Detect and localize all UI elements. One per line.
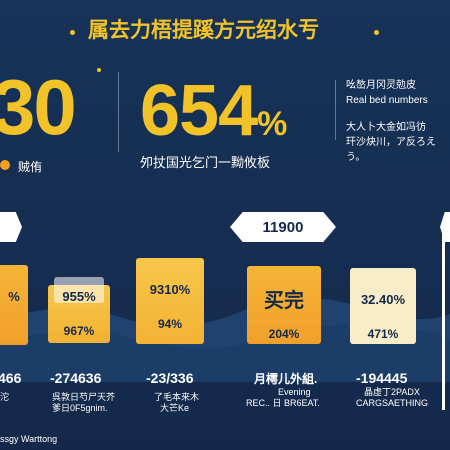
card-percent: 955%	[62, 289, 96, 304]
card-highlight	[54, 277, 104, 303]
bullet-dot	[374, 30, 379, 35]
right-note-line: Real bed numbers	[346, 95, 428, 106]
card-percent: 买完	[264, 290, 304, 312]
card-caption: 呉敦日芍尸天芥	[52, 392, 116, 402]
card-value: 466	[0, 370, 22, 386]
card-caption: REC.. 日 BR6EAT.	[246, 398, 320, 408]
center-stat-label: 夘扙国光乞门一黝攸板	[140, 155, 271, 170]
card-caption: CARGSAETHING	[356, 398, 429, 408]
card-caption: Evening	[278, 387, 311, 397]
bullet-dot	[97, 68, 101, 72]
stat-card: 32.40% 471%	[350, 268, 416, 344]
card-value: -274636	[50, 370, 102, 386]
card-value: -194445	[356, 370, 408, 386]
stat-card: 买完 204%	[247, 266, 321, 344]
right-note-line: 玕沙炔川，ア反ろえう。	[346, 137, 436, 163]
card-sub-value: 204%	[268, 327, 300, 341]
card-caption: 了毛本来木	[154, 392, 200, 402]
card-percent: 9310%	[149, 282, 191, 297]
card-caption: 爹日0F5gnim.	[52, 403, 108, 413]
ribbon-right	[440, 212, 450, 242]
footer-credit: ssgy Warttong	[0, 434, 58, 444]
card-caption: 晶虛丁2PADX	[364, 387, 420, 397]
card-sub-value: 94%	[157, 317, 183, 331]
bullet-dot	[70, 30, 75, 35]
stat-card: %	[0, 265, 28, 345]
left-stat-marker	[0, 160, 10, 170]
center-stat-unit: %	[257, 105, 287, 143]
ribbon-center: 11900	[230, 212, 336, 242]
background-wave	[0, 298, 450, 382]
card-percent: 32.40%	[360, 292, 406, 307]
page-title: 属去力梧提蹊方元绍水亐	[88, 19, 319, 42]
card-caption: 大芒Ke	[160, 403, 190, 413]
card-caption: 沱	[0, 392, 10, 402]
left-stat-label: 贼侑	[18, 160, 43, 174]
left-stat-value: 30	[0, 63, 77, 151]
right-edge-bar	[442, 226, 445, 410]
right-note-line: 大人卜大金如冯彷	[346, 122, 426, 133]
card-percent: %	[8, 289, 20, 304]
divider	[118, 72, 119, 152]
card-sub-value: 471%	[367, 327, 399, 341]
stat-card: 9310% 94%	[136, 258, 204, 344]
right-notes: 吆嶅月冈灵勊皮 Real bed numbers 大人卜大金如冯彷 玕沙炔川，ア…	[346, 78, 450, 165]
right-note-line: 吆嶅月冈灵勊皮	[346, 80, 416, 91]
card-sub-value: 967%	[63, 324, 95, 338]
card-value: 月樗儿外組.	[254, 372, 318, 386]
ribbon-left	[0, 212, 22, 242]
stat-card: 955% 967%	[48, 277, 110, 343]
divider	[335, 80, 336, 140]
center-stat-value: 654%	[140, 70, 287, 152]
center-stat-number: 654	[140, 71, 258, 151]
card-value: -23/336	[146, 370, 194, 386]
